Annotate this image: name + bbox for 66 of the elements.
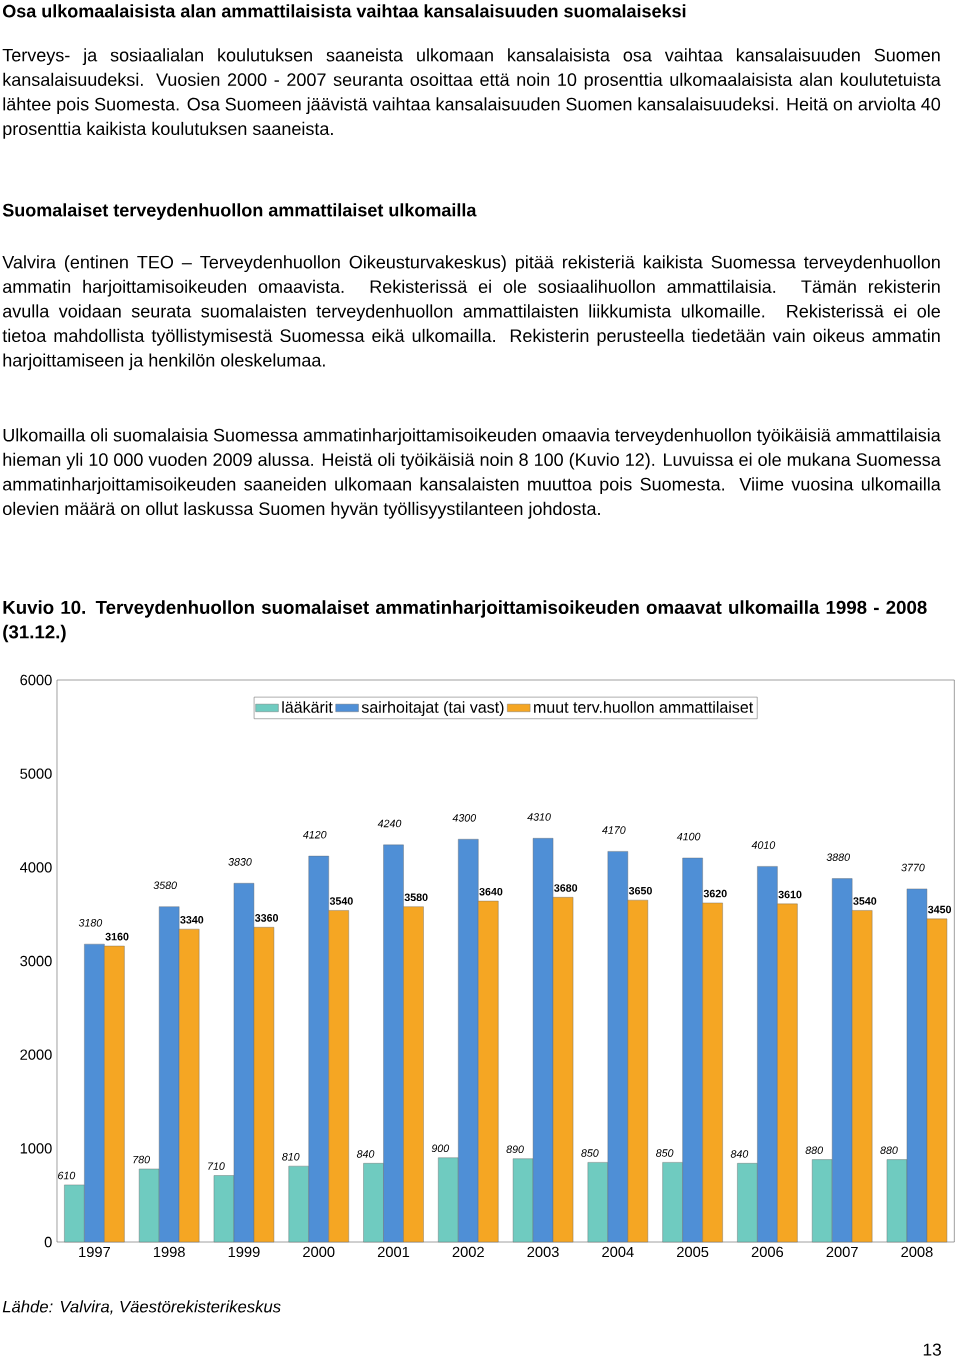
text: Lähde: Valvira, Väestörekisterikeskus <box>2 1300 281 1315</box>
data-label: 880 <box>880 1146 898 1154</box>
data-label: 4240 <box>377 819 402 828</box>
x-tick-label: 2002 <box>452 1246 484 1258</box>
y-tick-label: 4000 <box>20 862 52 873</box>
y-tick-label: 2000 <box>20 1049 52 1060</box>
x-tick-label: 2000 <box>303 1246 335 1258</box>
data-label: 3650 <box>628 886 652 895</box>
data-label: 3880 <box>826 853 850 861</box>
data-label: 3770 <box>901 863 925 872</box>
data-label: 780 <box>133 1155 150 1164</box>
data-label: 3580 <box>404 893 428 902</box>
x-tick-label: 2006 <box>751 1246 784 1258</box>
data-label: 3450 <box>928 905 952 914</box>
legend-label: lääkärit <box>282 701 333 713</box>
data-label: 3540 <box>329 897 353 905</box>
data-label: 890 <box>506 1145 524 1154</box>
x-tick-label: 2004 <box>602 1246 634 1258</box>
data-label: 4300 <box>452 814 477 822</box>
data-label: 3640 <box>479 887 503 896</box>
data-label: 3620 <box>703 889 727 898</box>
text: Osa ulkomaalaisista alan ammattilaisista vaihtaa kansalaisuuden suomalaiseksi <box>3 4 686 18</box>
text: Valvira (entinen TEO – Terveydenhuollon Oikeusturvakeskus) pitää rekisteriä kaikista Suomessa terveydenhuollon ammatin harjoittamisoikeuden omaavista. Rekisterissä ei ole sosiaalihuollon ammattilaisia. Tämän rekisterin avulla voidaan seurata suomalaisten terveydenhuollon ammattilaisten liikkumista ulkomaille. Rekisterissä ei ole tietoa mahdollista työllistymisestä Suomessa eikä ulkomailla. Rekisterin perusteella tiedetään vain oikeus ammatin harjoittamiseen ja henkilön oleskelumaa. <box>2 255 940 371</box>
y-tick-label: 3000 <box>20 955 52 967</box>
text: Suomalaiset terveydenhuollon ammattilaiset ulkomailla <box>2 203 477 221</box>
y-tick-label: 6000 <box>20 674 52 686</box>
legend-label: sairhoitajat (tai vast) <box>361 701 504 717</box>
data-label: 3360 <box>255 914 279 922</box>
data-label: 850 <box>581 1149 599 1157</box>
data-label: 840 <box>730 1150 749 1158</box>
data-label: 900 <box>431 1144 450 1153</box>
data-label: 880 <box>805 1146 823 1154</box>
x-tick-label: 2008 <box>901 1246 933 1258</box>
data-label: 4170 <box>602 826 626 834</box>
data-label: 3580 <box>153 881 177 890</box>
legend-label: muut terv.huollon ammattilaiset <box>534 701 754 713</box>
x-tick-label: 1998 <box>153 1246 185 1258</box>
data-label: 3680 <box>554 884 578 892</box>
y-tick-label: 1000 <box>20 1143 52 1154</box>
y-tick-label: 5000 <box>20 768 52 779</box>
data-label: 610 <box>58 1171 76 1180</box>
chart-title: Kuvio 10. Terveydenhuollon suomalaiset ammatinharjoittamisoikeuden omaavat ulkomailla 1998 - 2008 (31.12.) <box>3 600 927 643</box>
text: Terveys- ja sosiaalialan koulutuksen saaneista ulkomaan kansalaisista osa vaihtaa kansalaisuuden Suomen kansalaisuudeksi. Vuosien 2000 - 2007 seuranta osoittaa että noin 10 prosenttia ulkomaalaisista alan koulutetuista lähtee pois Suomesta. Osa Suomeen jäävistä vaihtaa kansalaisuuden Suomen kansalaisuudeksi. Heitä on arviolta 40 prosenttia kaikista koulutuksen saaneista. <box>2 48 941 139</box>
data-label: 810 <box>282 1152 300 1161</box>
x-tick-label: 2003 <box>527 1246 559 1258</box>
data-label: 710 <box>208 1162 225 1170</box>
data-label: 3160 <box>105 932 129 941</box>
data-label: 850 <box>655 1149 674 1157</box>
data-label: 4120 <box>302 830 327 839</box>
data-label: 3340 <box>180 916 204 924</box>
data-label: 4010 <box>751 841 776 849</box>
data-label: 4100 <box>676 832 701 841</box>
data-label: 3540 <box>853 897 877 905</box>
data-label: 3180 <box>78 919 103 927</box>
text: Ulkomailla oli suomalaisia Suomessa ammatinharjoittamisoikeuden omaavia terveydenhuollon työikäisiä ammattilaisia hieman yli 10 000 vuoden 2009 alussa. Heistä oli työikäisiä noin 8 100 (Kuvio 12). Luvuissa ei ole mukana Suomessa ammatinharjoittamisoikeuden saaneiden ulkomaan kansalaisten muuttoa pois Suomesta. Viime vuosina ulkomailla olevien määrä on ollut laskussa Suomen hyvän työllisyystilanteen johdosta. <box>3 428 941 519</box>
text: 13 <box>923 1343 941 1356</box>
data-label: 3610 <box>778 890 802 899</box>
x-tick-label: 2007 <box>826 1246 858 1258</box>
x-tick-label: 1997 <box>79 1246 110 1258</box>
x-tick-label: 2001 <box>377 1246 410 1258</box>
data-label: 3830 <box>228 858 252 866</box>
x-tick-label: 1999 <box>228 1246 260 1258</box>
y-tick-label: 0 <box>44 1236 52 1248</box>
data-label: 4310 <box>527 813 551 821</box>
data-label: 840 <box>356 1150 375 1158</box>
x-tick-label: 2005 <box>677 1246 709 1258</box>
